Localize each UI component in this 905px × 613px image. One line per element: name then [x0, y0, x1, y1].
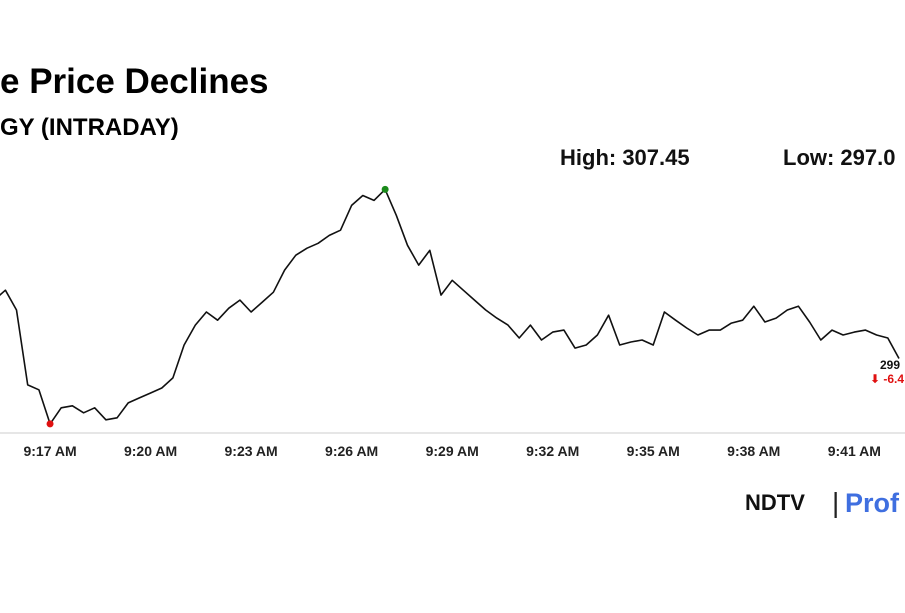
low-label: Low: 297.0 — [783, 145, 895, 170]
price-line — [0, 188, 900, 425]
logo-profit: Prof — [845, 488, 900, 518]
high-marker — [381, 185, 389, 193]
x-tick-label: 9:32 AM — [526, 443, 579, 459]
high-label: High: 307.45 — [560, 145, 690, 170]
x-tick-label: 9:35 AM — [627, 443, 680, 459]
chart-title: e Price Declines — [0, 62, 269, 101]
logo-ndtv: NDTV — [745, 490, 805, 515]
low-marker — [46, 420, 54, 428]
x-tick-label: 9:29 AM — [426, 443, 479, 459]
x-tick-label: 9:17 AM — [23, 443, 76, 459]
chart-subtitle: GY (INTRADAY) — [0, 114, 179, 141]
last-price: 299 — [880, 358, 900, 372]
x-tick-label: 9:38 AM — [727, 443, 780, 459]
x-tick-label: 9:41 AM — [828, 443, 881, 459]
x-tick-label: 9:23 AM — [225, 443, 278, 459]
x-tick-label: 9:20 AM — [124, 443, 177, 459]
logo-separator: | — [832, 487, 839, 518]
x-tick-label: 9:26 AM — [325, 443, 378, 459]
change-label: ⬇ -6.4 — [870, 372, 904, 386]
